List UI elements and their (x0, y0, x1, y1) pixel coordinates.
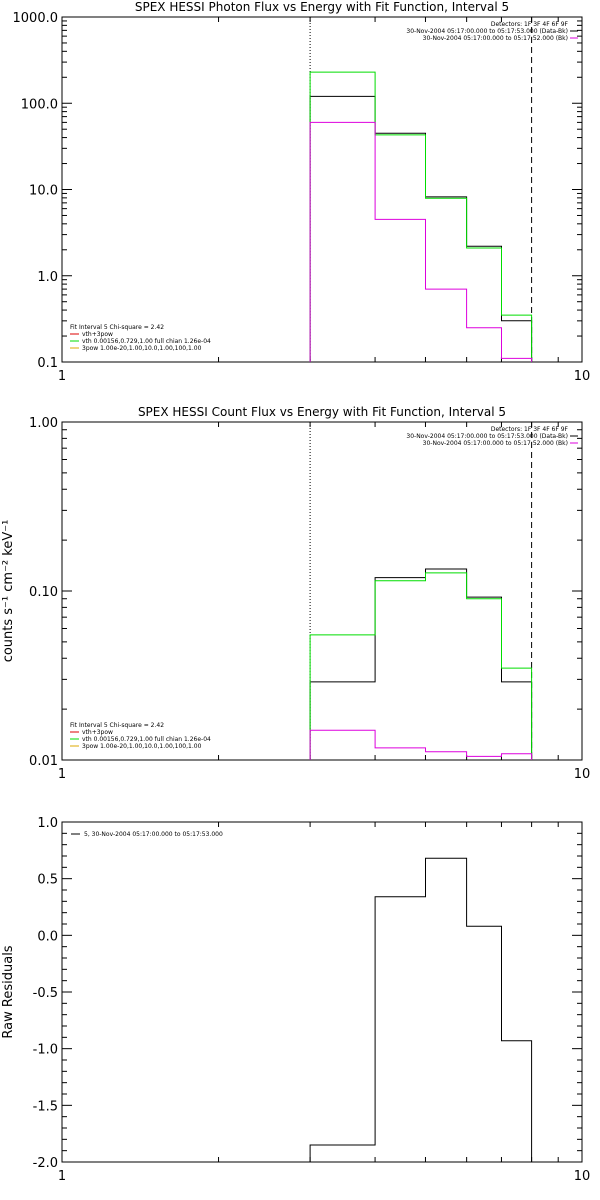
residual-series (309, 857, 533, 1162)
info-line: 30-Nov-2004 05:17:00.000 to 05:17:53.000… (406, 28, 568, 35)
fit-legend-line: vth+3pow (82, 729, 113, 736)
x-tick-label: 10 (574, 767, 591, 782)
y-tick-label: 1.0 (37, 270, 58, 285)
y-tick-label: -1.0 (33, 1043, 58, 1058)
fit-legend-line: 3pow 1.00e-20,1.00,10.0,1.00,100,1.00 (82, 743, 202, 750)
plot-frame (61, 421, 583, 761)
info-line: Detectors: 1F 3F 4F 6F 9F (491, 21, 569, 28)
y-tick-label: 1000.0 (13, 11, 59, 26)
x-tick-label: 1 (58, 1169, 66, 1184)
fit-legend-line: vth+3pow (82, 331, 113, 338)
chart-panel-2: SPEX HESSI Count Flux vs Energy with Fit… (1, 405, 590, 782)
bk-series (309, 121, 533, 362)
y-tick-label: 1.00 (29, 416, 58, 431)
y-tick-label: -2.0 (33, 1156, 58, 1171)
y-tick-label: 0.0 (37, 929, 58, 944)
fit-legend-line: vth 0.00156,0.729,1.00 full chian 1.26e-… (82, 338, 211, 345)
data-bk-series (309, 95, 533, 362)
fit-legend-line: Fit Interval 5 Chi-square = 2.42 (70, 722, 164, 729)
model-series (309, 71, 533, 362)
fit-legend-line: vth 0.00156,0.729,1.00 full chian 1.26e-… (82, 736, 211, 743)
residual-legend-label: 5, 30-Nov-2004 05:17:00.000 to 05:17:53.… (84, 831, 223, 838)
info-line: 30-Nov-2004 05:17:00.000 to 05:17:53.000… (406, 433, 568, 440)
y-tick-label: 0.1 (37, 356, 58, 371)
model-series (309, 572, 533, 760)
x-tick-label: 10 (574, 369, 591, 384)
y-tick-label: 100.0 (21, 97, 58, 112)
y-tick-label: -0.5 (33, 986, 58, 1001)
x-tick-label: 1 (58, 767, 66, 782)
info-line: Detectors: 1F 3F 4F 6F 9F (491, 426, 569, 433)
y-tick-label: 10.0 (29, 184, 58, 199)
y-axis-label: counts s⁻¹ cm⁻² keV⁻¹ (1, 520, 16, 663)
chart-title: SPEX HESSI Photon Flux vs Energy with Fi… (135, 0, 509, 14)
y-tick-label: 0.01 (29, 754, 58, 769)
info-line: 30-Nov-2004 05:17:00.000 to 05:17:52.000… (423, 440, 568, 447)
y-tick-label: 1.0 (37, 816, 58, 831)
plot-frame (61, 821, 583, 1163)
y-axis-label: Raw Residuals (1, 945, 16, 1038)
x-tick-label: 10 (574, 1169, 591, 1184)
fit-legend-line: Fit Interval 5 Chi-square = 2.42 (70, 324, 164, 331)
chart-panel-1: SPEX HESSI Photon Flux vs Energy with Fi… (13, 0, 591, 384)
x-tick-label: 1 (58, 369, 66, 384)
data-bk-series (309, 568, 533, 760)
fit-legend-line: 3pow 1.00e-20,1.00,10.0,1.00,100,1.00 (82, 345, 202, 352)
y-tick-label: -1.5 (33, 1099, 58, 1114)
y-tick-label: 0.5 (37, 873, 58, 888)
y-tick-label: 0.10 (29, 585, 58, 600)
chart-panel-3: 1 10 -2.0 -1.5 -1.0 -0.5 0.0 0.5 1.0 Raw Residual… (1, 816, 590, 1184)
bk-series (309, 729, 533, 760)
plot-frame (61, 16, 583, 363)
info-line: 30-Nov-2004 05:17:00.000 to 05:17:52.000… (423, 35, 568, 42)
chart-title: SPEX HESSI Count Flux vs Energy with Fit… (138, 405, 506, 419)
